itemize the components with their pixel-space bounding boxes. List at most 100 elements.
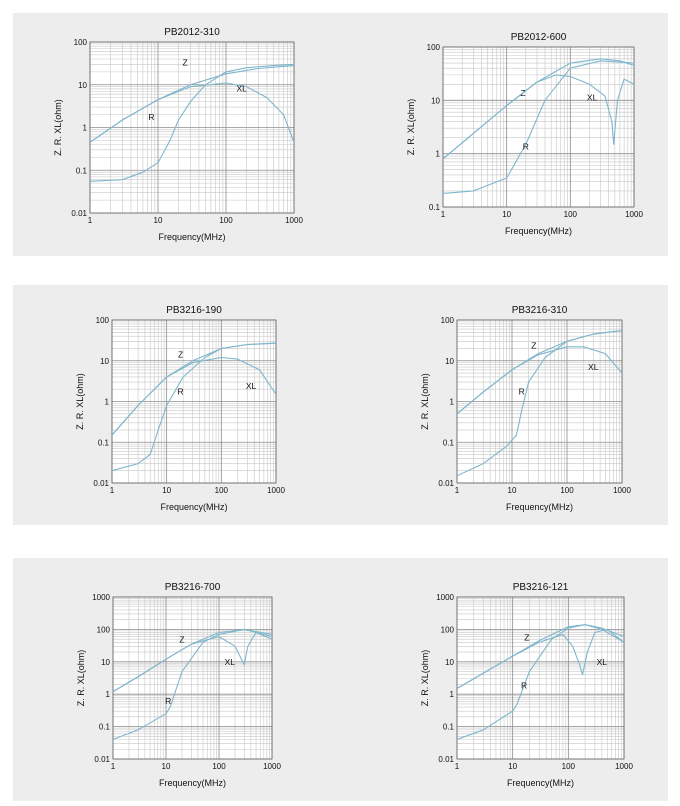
- y-axis-label: Z. R. XL(ohm): [420, 373, 430, 430]
- x-tick-label: 10: [502, 210, 511, 219]
- series-r-label: R: [519, 386, 525, 396]
- y-tick-label: 10: [445, 658, 454, 667]
- y-tick-label: 10: [78, 81, 87, 90]
- y-axis-label: Z. R. XL(ohm): [53, 99, 63, 156]
- chart-pb3216-121: 1 10 100 1000 0.01 0.1 1 10 100 1000 PB3216-121 Fre…: [420, 582, 633, 788]
- x-axis-label: Frequency(MHz): [160, 502, 227, 512]
- x-tick-label: 1: [88, 216, 93, 225]
- y-tick-label: 0.1: [98, 438, 110, 447]
- x-tick-label: 1: [455, 762, 460, 771]
- series-r-label: R: [521, 680, 527, 690]
- y-tick-label: 100: [74, 38, 88, 47]
- chart-pb3216-310: 1 10 100 1000 0.01 0.1 1 10 100 PB3216-310 Frequen…: [420, 305, 631, 512]
- series-xl-line: [112, 356, 276, 436]
- series-r-line: [457, 330, 622, 477]
- y-tick-label: 0.1: [99, 723, 111, 732]
- series-r-line: [457, 624, 624, 741]
- y-tick-label: 1: [450, 690, 455, 699]
- y-tick-label: 1000: [436, 593, 454, 602]
- series-z-label: Z: [179, 634, 184, 644]
- y-tick-label: 10: [100, 357, 109, 366]
- y-axis-label: Z. R. XL(ohm): [406, 99, 416, 156]
- x-axis-label: Frequency(MHz): [159, 778, 226, 788]
- y-tick-label: 1: [105, 398, 110, 407]
- chart-title: PB2012-310: [164, 27, 220, 38]
- y-tick-label: 100: [97, 625, 111, 634]
- plot-frame: [442, 46, 635, 208]
- y-tick-label: 1: [83, 124, 88, 133]
- series-xl-line: [457, 628, 624, 689]
- chart-title: PB3216-700: [165, 582, 221, 593]
- x-tick-label: 100: [564, 210, 578, 219]
- y-tick-label: 10: [431, 96, 440, 105]
- chart-pb2012-600: 1 10 100 10000.1110100PB2012-600Frequency(M…: [406, 32, 643, 236]
- plot-area: [443, 47, 634, 207]
- y-tick-label: 100: [441, 625, 455, 634]
- plot-frame: [456, 596, 625, 760]
- series-z-label: Z: [178, 350, 183, 360]
- series-xl-line: [443, 74, 634, 160]
- x-tick-label: 100: [215, 486, 229, 495]
- series-xl-line: [113, 631, 272, 693]
- series-r-line: [112, 342, 276, 472]
- chart-title: PB3216-310: [512, 305, 568, 316]
- y-tick-label: 10: [445, 357, 454, 366]
- plot-frame: [112, 596, 273, 760]
- plot-area: [113, 597, 272, 759]
- series-xl-label: XL: [587, 92, 598, 102]
- y-tick-label: 1000: [92, 593, 110, 602]
- x-tick-label: 100: [560, 486, 574, 495]
- series-z-label: Z: [524, 633, 529, 643]
- x-tick-label: 100: [219, 216, 233, 225]
- chart-title: PB3216-121: [513, 582, 569, 593]
- series-r-label: R: [148, 112, 154, 122]
- chart-pb3216-190: 1 10 100 1000 0.01 0.1 1 10 100 PB3216-190 Frequen…: [75, 305, 285, 512]
- y-tick-label: 0.1: [443, 438, 455, 447]
- series-xl-label: XL: [236, 83, 247, 93]
- plot-frame: [89, 41, 295, 214]
- x-tick-label: 1: [441, 210, 446, 219]
- plot-area: [457, 597, 624, 759]
- y-tick-label: 0.01: [93, 479, 109, 488]
- series-xl-label: XL: [597, 657, 608, 667]
- y-tick-label: 1: [436, 150, 441, 159]
- x-axis-label: Frequency(MHz): [158, 232, 225, 242]
- series-z-label: Z: [531, 340, 536, 350]
- x-tick-label: 10: [154, 216, 163, 225]
- x-tick-label: 10: [508, 762, 517, 771]
- x-axis-label: Frequency(MHz): [507, 778, 574, 788]
- y-tick-label: 1: [450, 398, 455, 407]
- y-tick-label: 100: [427, 43, 441, 52]
- chart-pb3216-700: 1 10 100 1000 0.01 0.1 1 10 100 1000 PB3216-700 Fre…: [76, 582, 281, 788]
- x-axis-label: Frequency(MHz): [506, 502, 573, 512]
- y-tick-label: 1: [106, 690, 111, 699]
- chart-pb2012-310: 1 10 100 1000 0.01 0.1 1 10 100 PB2012-310 Frequen…: [53, 27, 303, 242]
- y-tick-label: 0.01: [71, 209, 87, 218]
- y-tick-label: 0.1: [443, 723, 455, 732]
- x-tick-label: 1000: [625, 210, 643, 219]
- series-r-line: [443, 60, 634, 194]
- y-tick-label: 0.1: [429, 203, 441, 212]
- x-tick-label: 1: [455, 486, 460, 495]
- plot-frame: [456, 319, 623, 484]
- x-tick-label: 10: [162, 486, 171, 495]
- x-tick-label: 1: [110, 486, 115, 495]
- x-tick-label: 100: [562, 762, 576, 771]
- series-r-line: [113, 628, 272, 741]
- x-tick-label: 1000: [267, 486, 285, 495]
- plot-frame: [111, 319, 277, 484]
- x-tick-label: 1: [111, 762, 116, 771]
- x-tick-label: 100: [212, 762, 226, 771]
- y-tick-label: 0.1: [76, 166, 88, 175]
- series-r-label: R: [165, 696, 171, 706]
- chart-title: PB3216-190: [166, 305, 222, 316]
- series-xl-label: XL: [225, 657, 236, 667]
- series-xl-line: [90, 82, 294, 143]
- series-r-label: R: [523, 141, 529, 151]
- x-tick-label: 10: [508, 486, 517, 495]
- y-tick-label: 0.01: [94, 755, 110, 764]
- y-tick-label: 10: [101, 658, 110, 667]
- y-tick-label: 0.01: [438, 479, 454, 488]
- series-xl-label: XL: [588, 362, 599, 372]
